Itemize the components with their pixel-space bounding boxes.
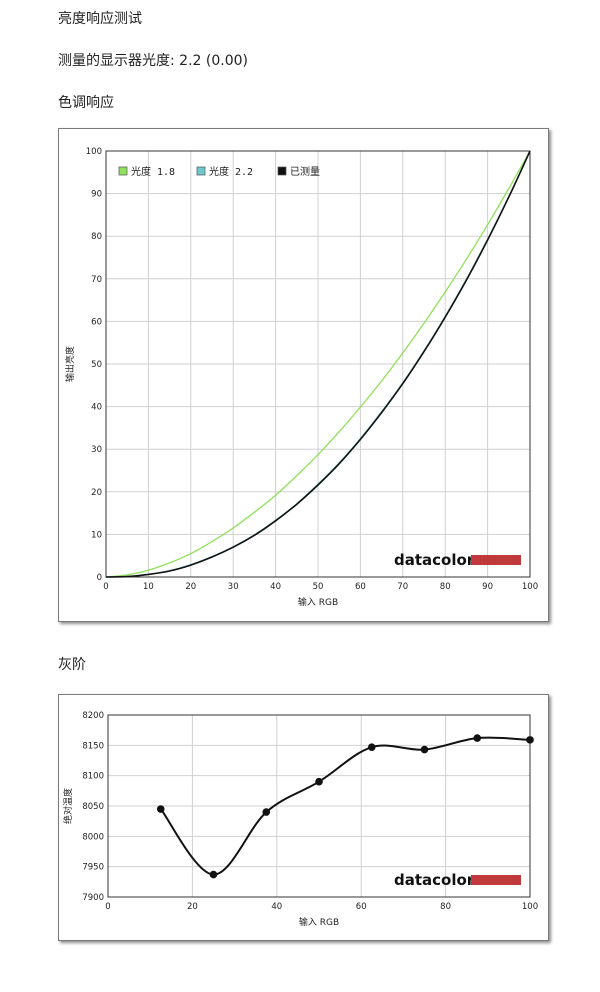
gray-chart-y-tick-label-0: 7900 [82,893,104,903]
tone-response-chart: 0 10 20 30 40 50 60 70 80 90 100 0 10 20 30 40 50 60 70 80 9… [58,128,549,622]
gray-chart-x-tick-label-0: 0 [105,902,110,912]
gray-chart-x-tick-label-1: 20 [187,902,198,912]
tone-chart-y-axis-title: 输出亮度 [64,346,76,382]
brightness-test-heading: 亮度响应测试 [58,11,142,27]
gray-scale-heading: 灰阶 [58,657,86,673]
gray-scale-chart: 0 20 40 60 80 100 7900 7950 8000 8050 8100 8150 8200… [58,694,549,941]
gray-chart-data-point-6 [473,734,482,742]
tone-chart-x-tick-label-6: 60 [355,582,366,592]
gray-chart-logo-text: datacolor [394,871,475,889]
tone-chart-x-tick-label-8: 80 [440,582,451,592]
gray-chart-plot-frame [107,714,531,898]
tone-chart-y-tick-label-7: 70 [91,275,102,285]
tone-chart-legend-label-1: 光度 2.2 [209,165,253,178]
tone-response-heading: 色调响应 [58,95,114,111]
tone-chart-legend-label-0: 光度 1.8 [131,165,175,178]
tone-chart-logo-bar [471,555,521,565]
tone-chart-legend-label-2: 已测量 [290,165,320,178]
gray-chart-x-tick-label-2: 40 [271,902,282,912]
tone-chart-y-tick-label-6: 60 [91,317,102,327]
tone-chart-y-tick-label-1: 10 [91,530,102,540]
gray-chart-y-tick-label-5: 8150 [82,741,104,751]
tone-chart-y-tick-label-9: 90 [91,190,102,200]
tone-chart-y-tick-label-8: 80 [91,232,102,242]
gray-chart-data-point-4 [367,743,376,751]
gray-chart-x-tick-label-4: 80 [440,902,451,912]
tone-chart-y-tick-label-3: 30 [91,445,102,455]
gray-chart-data-point-3 [315,777,323,786]
tone-chart-logo-text: datacolor [394,551,475,569]
tone-chart-legend-swatch-1 [196,166,206,176]
gray-chart-y-axis-title: 绝对温度 [62,788,74,824]
gray-chart-y-tick-label-1: 7950 [82,863,104,873]
gray-chart-x-tick-label-5: 100 [522,902,538,912]
gray-chart-logo-bar [471,875,521,885]
tone-chart-plot-frame [105,150,531,578]
tone-chart-legend-swatch-0 [118,166,128,176]
gray-chart-y-tick-label-4: 8100 [82,772,104,782]
gray-chart-data-point-1 [209,870,218,879]
tone-chart-x-tick-label-7: 70 [397,582,408,592]
gray-chart-x-tick-label-3: 60 [356,902,367,912]
tone-chart-x-tick-label-1: 10 [143,582,154,592]
gray-chart-y-tick-label-6: 8200 [82,711,104,721]
tone-chart-legend-swatch-2 [277,166,287,176]
gray-chart-y-tick-label-3: 8050 [82,802,104,812]
tone-chart-x-tick-label-2: 20 [185,582,196,592]
tone-response-chart-svg: 0 10 20 30 40 50 60 70 80 90 100 0 10 20 30 40 50 60 70 80 9… [64,147,538,608]
tone-chart-series-line-2 [105,150,531,578]
gray-chart-data-point-0 [156,805,165,813]
tone-chart-x-axis-title: 输入 RGB [298,596,338,608]
tone-chart-y-tick-label-0: 0 [97,573,102,583]
gray-chart-data-point-5 [420,745,429,754]
tone-chart-y-tick-label-2: 20 [91,488,102,498]
tone-chart-x-tick-label-0: 0 [103,582,108,592]
tone-chart-y-tick-label-4: 40 [91,403,102,413]
tone-chart-series-line-0 [105,150,531,578]
gray-chart-data-point-7 [526,736,534,744]
gray-scale-chart-svg: 0 20 40 60 80 100 7900 7950 8000 8050 8100 8150 8200… [62,711,538,928]
tone-chart-x-tick-label-4: 40 [270,582,281,592]
tone-chart-x-tick-label-9: 90 [482,582,493,592]
tone-chart-y-tick-label-5: 50 [91,360,102,370]
measured-gamma-text: 测量的显示器光度: 2.2 (0.00) [58,53,248,69]
gray-chart-y-tick-label-2: 8000 [82,832,104,842]
gray-chart-data-point-2 [262,808,271,816]
tone-chart-x-tick-label-3: 30 [228,582,239,592]
tone-chart-x-tick-label-5: 50 [313,582,324,592]
gray-chart-x-axis-title: 输入 RGB [299,916,339,928]
tone-chart-y-tick-label-10: 100 [86,147,102,157]
tone-chart-x-tick-label-10: 100 [522,582,538,592]
